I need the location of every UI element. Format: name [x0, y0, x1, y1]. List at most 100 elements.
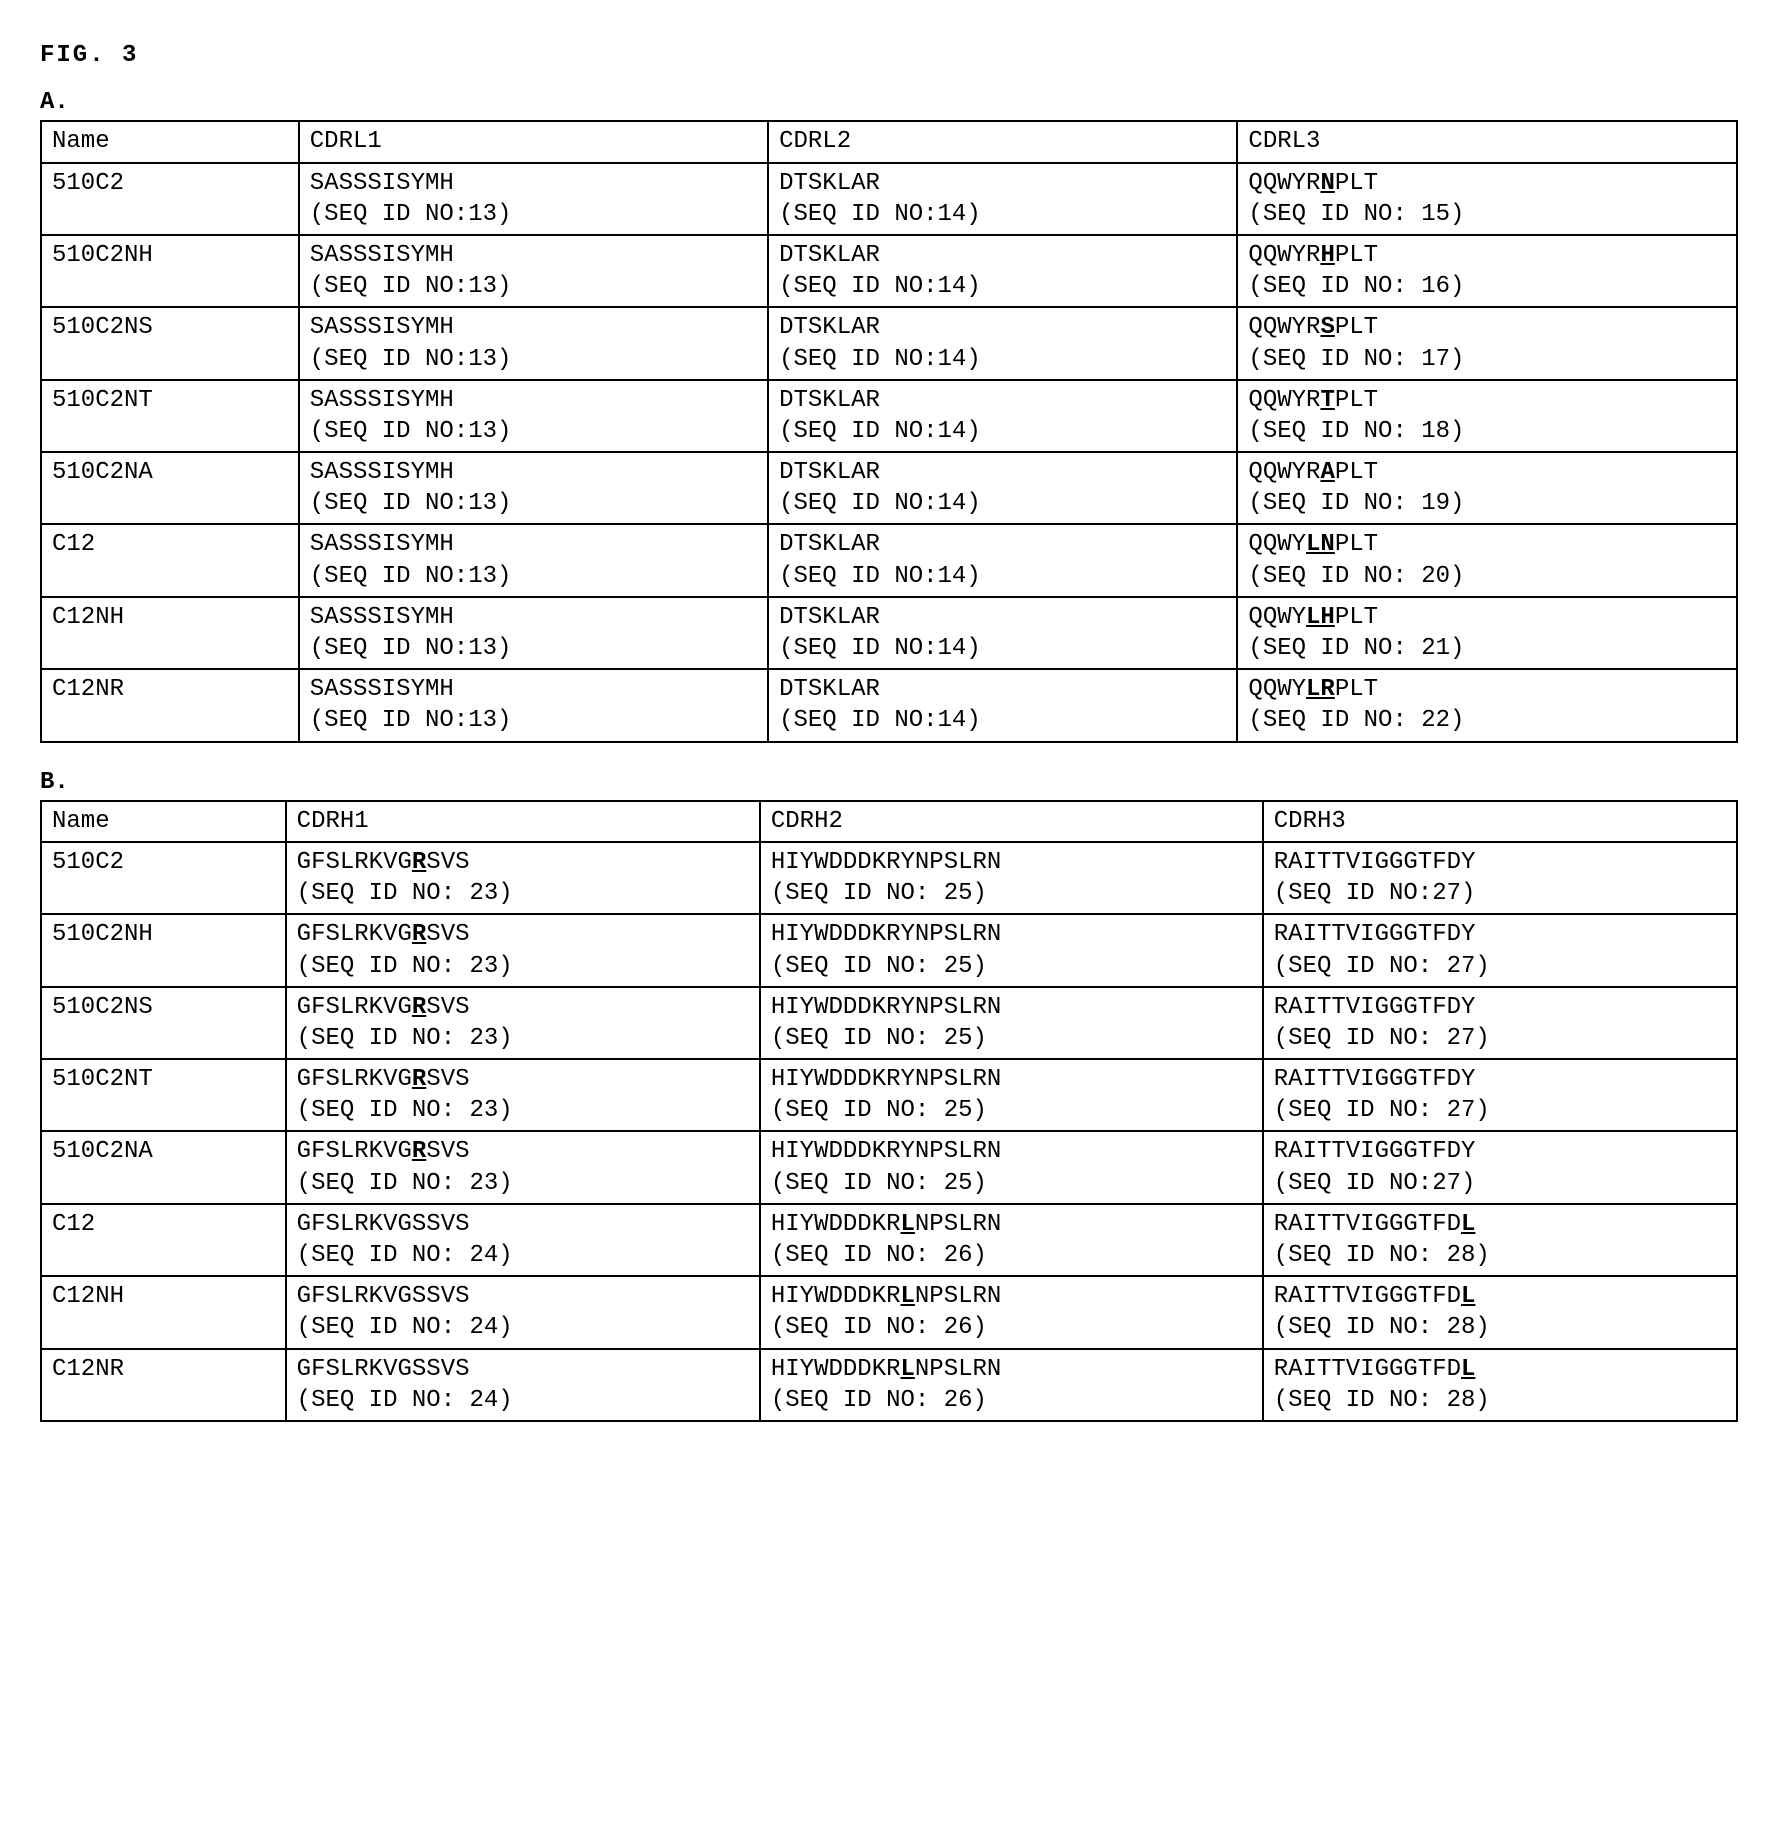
cdr-cell: GFSLRKVGRSVS(SEQ ID NO: 23): [286, 842, 760, 914]
sequence: HIYWDDDKRYNPSLRN: [771, 1136, 1252, 1167]
cdr-cell: DTSKLAR(SEQ ID NO:14): [768, 669, 1237, 741]
seq-id: (SEQ ID NO: 26): [771, 1240, 1252, 1271]
table-header-row: NameCDRL1CDRL2CDRL3: [41, 121, 1737, 162]
seq-id: (SEQ ID NO: 27): [1274, 1023, 1726, 1054]
sequence: QQWYRAPLT: [1248, 457, 1726, 488]
table-row: C12NRSASSSISYMH(SEQ ID NO:13)DTSKLAR(SEQ…: [41, 669, 1737, 741]
seq-id: (SEQ ID NO:13): [310, 705, 757, 736]
seq-id: (SEQ ID NO: 24): [297, 1312, 749, 1343]
sequence: QQWYLNPLT: [1248, 529, 1726, 560]
sequence: DTSKLAR: [779, 385, 1226, 416]
cdr-cell: GFSLRKVGRSVS(SEQ ID NO: 23): [286, 1059, 760, 1131]
seq-id: (SEQ ID NO:13): [310, 561, 757, 592]
sequence: RAITTVIGGGTFDL: [1274, 1354, 1726, 1385]
name-cell: 510C2NA: [41, 1131, 286, 1203]
seq-id: (SEQ ID NO: 25): [771, 1168, 1252, 1199]
cdr-cell: GFSLRKVGRSVS(SEQ ID NO: 23): [286, 914, 760, 986]
sequence: HIYWDDDKRLNPSLRN: [771, 1281, 1252, 1312]
seq-id: (SEQ ID NO: 25): [771, 1023, 1252, 1054]
sequence: SASSSISYMH: [310, 240, 757, 271]
sequence: QQWYRHPLT: [1248, 240, 1726, 271]
seq-id: (SEQ ID NO: 24): [297, 1385, 749, 1416]
cdr-cell: SASSSISYMH(SEQ ID NO:13): [299, 235, 768, 307]
seq-id: (SEQ ID NO:13): [310, 344, 757, 375]
section-a-label: A.: [40, 87, 1738, 118]
seq-id: (SEQ ID NO:13): [310, 271, 757, 302]
column-header: CDRH1: [286, 801, 760, 842]
seq-id: (SEQ ID NO: 16): [1248, 271, 1726, 302]
table-row: 510C2NHSASSSISYMH(SEQ ID NO:13)DTSKLAR(S…: [41, 235, 1737, 307]
column-header: CDRL3: [1237, 121, 1737, 162]
sequence: HIYWDDDKRLNPSLRN: [771, 1209, 1252, 1240]
cdr-cell: RAITTVIGGGTFDL(SEQ ID NO: 28): [1263, 1204, 1737, 1276]
cdr-cell: DTSKLAR(SEQ ID NO:14): [768, 163, 1237, 235]
cdr-cell: GFSLRKVGRSVS(SEQ ID NO: 23): [286, 1131, 760, 1203]
seq-id: (SEQ ID NO:14): [779, 416, 1226, 447]
seq-id: (SEQ ID NO:14): [779, 271, 1226, 302]
sequence: DTSKLAR: [779, 457, 1226, 488]
sequence: HIYWDDDKRLNPSLRN: [771, 1354, 1252, 1385]
cdr-cell: QQWYLNPLT(SEQ ID NO: 20): [1237, 524, 1737, 596]
sequence: GFSLRKVGSSVS: [297, 1209, 749, 1240]
cdr-cell: DTSKLAR(SEQ ID NO:14): [768, 307, 1237, 379]
cdr-cell: DTSKLAR(SEQ ID NO:14): [768, 597, 1237, 669]
cdr-cell: DTSKLAR(SEQ ID NO:14): [768, 235, 1237, 307]
cdr-cell: HIYWDDDKRLNPSLRN(SEQ ID NO: 26): [760, 1349, 1263, 1421]
table-row: 510C2NASASSSISYMH(SEQ ID NO:13)DTSKLAR(S…: [41, 452, 1737, 524]
sequence: DTSKLAR: [779, 240, 1226, 271]
seq-id: (SEQ ID NO:13): [310, 633, 757, 664]
column-header: CDRL1: [299, 121, 768, 162]
mutation-letter: R: [412, 1138, 426, 1165]
seq-id: (SEQ ID NO: 28): [1274, 1240, 1726, 1271]
sequence: SASSSISYMH: [310, 385, 757, 416]
cdr-cell: QQWYLHPLT(SEQ ID NO: 21): [1237, 597, 1737, 669]
seq-id: (SEQ ID NO:14): [779, 488, 1226, 519]
sequence: RAITTVIGGGTFDL: [1274, 1281, 1726, 1312]
mutation-letter: A: [1320, 459, 1334, 486]
cdr-cell: QQWYRNPLT(SEQ ID NO: 15): [1237, 163, 1737, 235]
cdr-cell: GFSLRKVGRSVS(SEQ ID NO: 23): [286, 987, 760, 1059]
sequence: SASSSISYMH: [310, 168, 757, 199]
seq-id: (SEQ ID NO: 24): [297, 1240, 749, 1271]
mutation-letter: L: [901, 1283, 915, 1310]
table-row: C12NHSASSSISYMH(SEQ ID NO:13)DTSKLAR(SEQ…: [41, 597, 1737, 669]
sequence: DTSKLAR: [779, 168, 1226, 199]
name-cell: 510C2NS: [41, 987, 286, 1059]
cdr-cell: HIYWDDDKRYNPSLRN(SEQ ID NO: 25): [760, 842, 1263, 914]
sequence: QQWYRSPLT: [1248, 312, 1726, 343]
seq-id: (SEQ ID NO:14): [779, 561, 1226, 592]
seq-id: (SEQ ID NO: 23): [297, 1095, 749, 1126]
cdr-cell: GFSLRKVGSSVS(SEQ ID NO: 24): [286, 1204, 760, 1276]
mutation-letter: L: [901, 1211, 915, 1238]
seq-id: (SEQ ID NO: 19): [1248, 488, 1726, 519]
mutation-letter: L: [901, 1356, 915, 1383]
name-cell: 510C2: [41, 163, 299, 235]
cdr-cell: QQWYRSPLT(SEQ ID NO: 17): [1237, 307, 1737, 379]
cdr-cell: HIYWDDDKRYNPSLRN(SEQ ID NO: 25): [760, 914, 1263, 986]
name-cell: C12: [41, 1204, 286, 1276]
name-cell: C12NR: [41, 669, 299, 741]
figure-title: FIG. 3: [40, 40, 1738, 71]
column-header: Name: [41, 801, 286, 842]
seq-id: (SEQ ID NO: 23): [297, 951, 749, 982]
table-b: NameCDRH1CDRH2CDRH3510C2GFSLRKVGRSVS(SEQ…: [40, 800, 1738, 1422]
cdr-cell: DTSKLAR(SEQ ID NO:14): [768, 452, 1237, 524]
name-cell: 510C2NT: [41, 380, 299, 452]
cdr-cell: HIYWDDDKRLNPSLRN(SEQ ID NO: 26): [760, 1276, 1263, 1348]
sequence: RAITTVIGGGTFDY: [1274, 992, 1726, 1023]
cdr-cell: RAITTVIGGGTFDL(SEQ ID NO: 28): [1263, 1276, 1737, 1348]
table-row: C12SASSSISYMH(SEQ ID NO:13)DTSKLAR(SEQ I…: [41, 524, 1737, 596]
cdr-cell: SASSSISYMH(SEQ ID NO:13): [299, 452, 768, 524]
sequence: RAITTVIGGGTFDY: [1274, 919, 1726, 950]
sequence: RAITTVIGGGTFDL: [1274, 1209, 1726, 1240]
sequence: GFSLRKVGRSVS: [297, 847, 749, 878]
name-cell: 510C2NT: [41, 1059, 286, 1131]
name-cell: C12NR: [41, 1349, 286, 1421]
cdr-cell: QQWYLRPLT(SEQ ID NO: 22): [1237, 669, 1737, 741]
cdr-cell: HIYWDDDKRLNPSLRN(SEQ ID NO: 26): [760, 1204, 1263, 1276]
mutation-letter: R: [412, 849, 426, 876]
table-row: 510C2NTSASSSISYMH(SEQ ID NO:13)DTSKLAR(S…: [41, 380, 1737, 452]
cdr-cell: SASSSISYMH(SEQ ID NO:13): [299, 524, 768, 596]
table-row: 510C2NHGFSLRKVGRSVS(SEQ ID NO: 23)HIYWDD…: [41, 914, 1737, 986]
seq-id: (SEQ ID NO: 26): [771, 1312, 1252, 1343]
